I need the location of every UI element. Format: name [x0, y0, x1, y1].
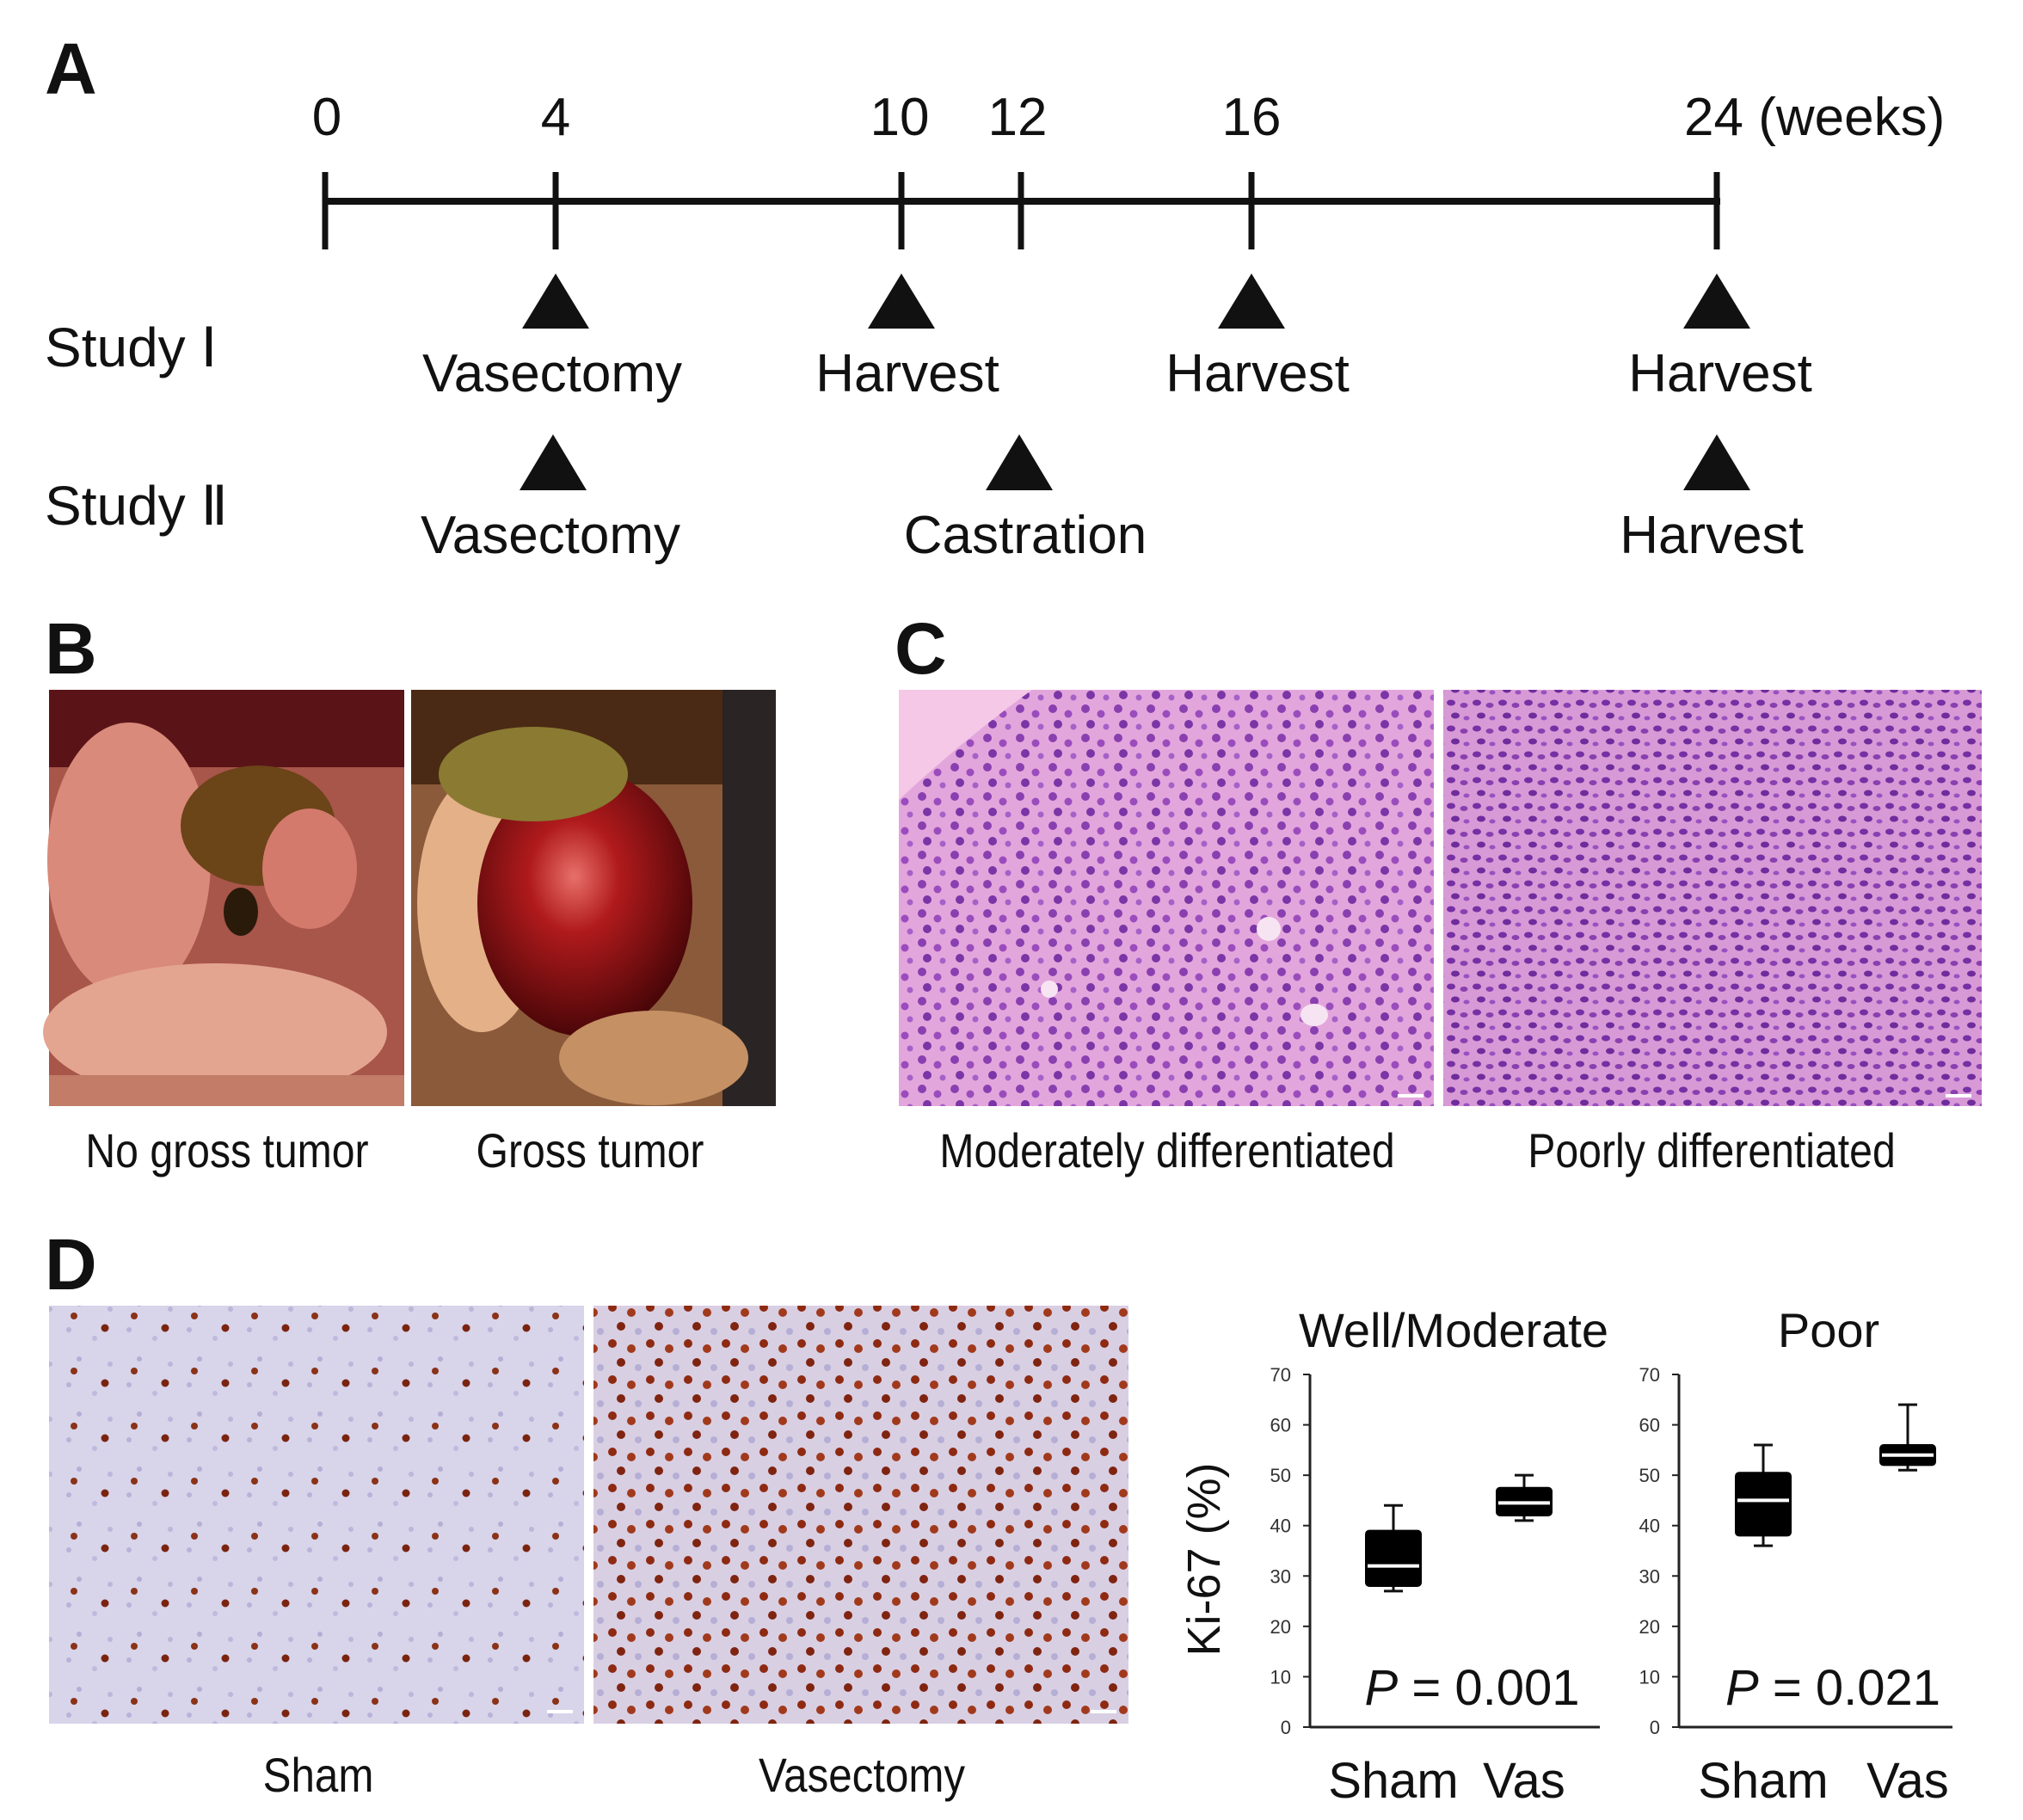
y-tick-label: 10 [1639, 1666, 1660, 1688]
tick-label: 0 [311, 88, 342, 147]
p-value-annotation: P = 0.001 [1365, 1660, 1580, 1716]
y-tick-label: 70 [1270, 1364, 1291, 1386]
p-value: = 0.021 [1759, 1660, 1940, 1716]
y-tick-label: 70 [1639, 1364, 1660, 1386]
tick-label: 16 [1221, 88, 1282, 147]
event-label: Vasectomy [421, 344, 683, 403]
event-label: Castration [903, 506, 1147, 565]
tick-label: 12 [987, 88, 1048, 147]
box [1735, 1472, 1792, 1537]
y-tick-label: 30 [1270, 1565, 1291, 1587]
p-value: = 0.001 [1398, 1660, 1579, 1716]
y-tick-label: 50 [1270, 1465, 1291, 1486]
tick-label: 10 [870, 88, 930, 147]
y-tick-label: 40 [1270, 1516, 1291, 1537]
y-axis-label: Ki-67 (%) [1178, 1462, 1230, 1656]
event-label: Harvest [1628, 344, 1812, 403]
tick-label: 24 (weeks) [1684, 88, 1946, 147]
p-symbol: P [1725, 1660, 1759, 1716]
study-2-label: Study Ⅱ [45, 475, 228, 537]
y-tick-label: 50 [1639, 1465, 1660, 1486]
y-tick-label: 60 [1639, 1415, 1660, 1436]
y-tick-label: 40 [1639, 1516, 1660, 1537]
y-tick-label: 20 [1270, 1616, 1291, 1638]
y-tick-label: 10 [1270, 1666, 1291, 1688]
event-label: Harvest [1620, 506, 1804, 565]
tick-label: 4 [540, 88, 571, 147]
y-tick-label: 30 [1639, 1565, 1660, 1587]
y-tick-label: 0 [1281, 1717, 1291, 1738]
panel-label-d: D [45, 1224, 97, 1305]
event-label: Harvest [1165, 344, 1350, 403]
event-label: Vasectomy [420, 506, 681, 565]
y-tick-label: 60 [1270, 1415, 1291, 1436]
p-symbol: P [1365, 1660, 1399, 1716]
category-label: Vas [1866, 1753, 1949, 1809]
photo-caption: Gross tumor [476, 1123, 704, 1177]
histology-caption: Moderately differentiated [939, 1123, 1395, 1177]
chart-title: Well/Moderate [1299, 1303, 1608, 1357]
photo-caption: No gross tumor [85, 1123, 369, 1177]
ihc-caption: Vasectomy [758, 1748, 966, 1802]
panel-label-c: C [895, 608, 947, 689]
event-label: Harvest [815, 344, 999, 403]
category-label: Vas [1483, 1753, 1565, 1809]
study-1-label: Study Ⅰ [45, 317, 218, 378]
panel-label-b: B [45, 608, 97, 689]
box [1365, 1529, 1422, 1587]
histology-caption: Poorly differentiated [1528, 1123, 1896, 1177]
p-value-annotation: P = 0.021 [1725, 1660, 1940, 1716]
y-tick-label: 20 [1639, 1616, 1660, 1638]
y-tick-label: 0 [1650, 1717, 1660, 1738]
category-label: Sham [1328, 1753, 1459, 1809]
ihc-caption: Sham [262, 1748, 374, 1802]
category-label: Sham [1698, 1753, 1829, 1809]
panel-label-a: A [45, 28, 97, 109]
chart-title: Poor [1778, 1303, 1879, 1357]
